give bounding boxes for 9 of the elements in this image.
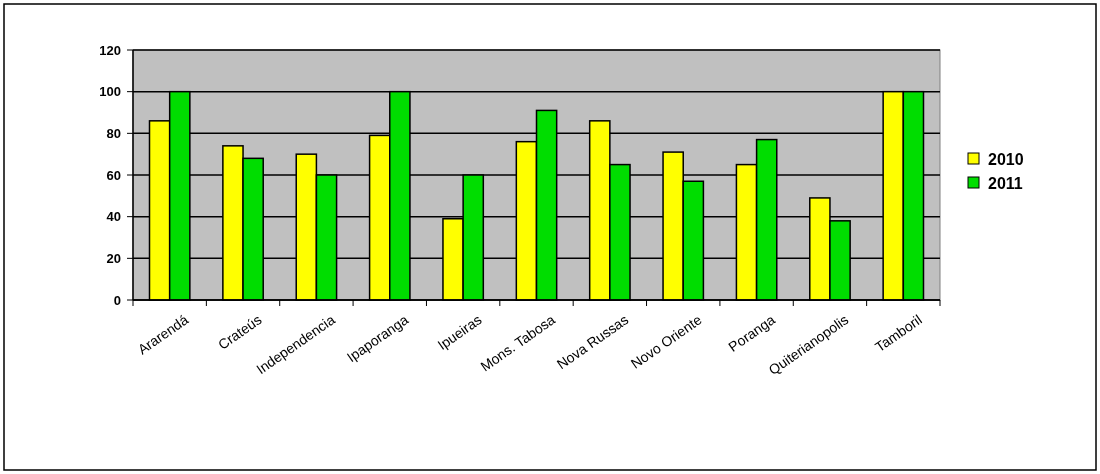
y-tick-label: 100 (99, 84, 121, 100)
y-tick-label: 60 (106, 167, 121, 183)
legend-label: 2011 (988, 174, 1023, 192)
y-tick-label: 20 (106, 250, 121, 266)
y-tick-label: 0 (113, 292, 121, 308)
legend-label: 2010 (988, 150, 1024, 168)
y-tick-label: 40 (106, 209, 121, 225)
y-tick-label: 120 (99, 42, 121, 58)
y-tick-label: 80 (106, 125, 121, 141)
